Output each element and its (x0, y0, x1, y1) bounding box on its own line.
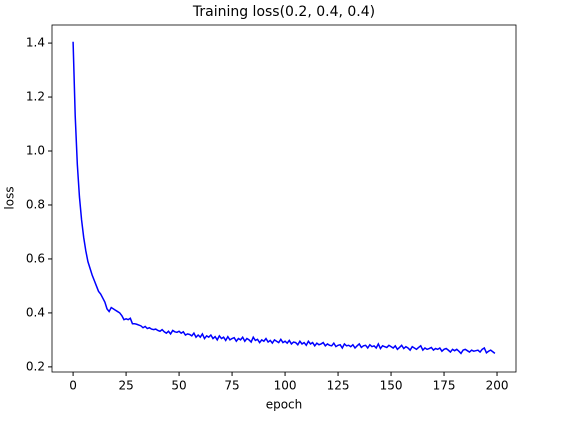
x-tick-label: 125 (327, 379, 350, 393)
plot-frame (51, 24, 517, 373)
y-tick-label: 0.8 (26, 197, 45, 211)
loss-line (72, 41, 496, 355)
x-tick-label: 50 (171, 379, 186, 393)
x-axis-label: epoch (266, 398, 303, 412)
x-tick-label: 75 (224, 379, 239, 393)
x-tick-label: 100 (274, 379, 297, 393)
x-tick-label: 0 (69, 379, 77, 393)
x-tick-label: 25 (118, 379, 133, 393)
x-tick-label: 150 (380, 379, 403, 393)
y-tick-label: 0.6 (26, 251, 45, 265)
y-tick-label: 1.2 (26, 90, 45, 104)
y-tick-label: 1.0 (26, 144, 45, 158)
y-tick-label: 1.4 (26, 36, 45, 50)
y-tick-label: 0.2 (26, 359, 45, 373)
x-tick-label: 175 (433, 379, 456, 393)
y-axis-label: loss (3, 186, 17, 209)
chart-title: Training loss(0.2, 0.4, 0.4) (192, 4, 375, 20)
y-tick-label: 0.4 (26, 305, 45, 319)
x-tick-label: 200 (486, 379, 509, 393)
